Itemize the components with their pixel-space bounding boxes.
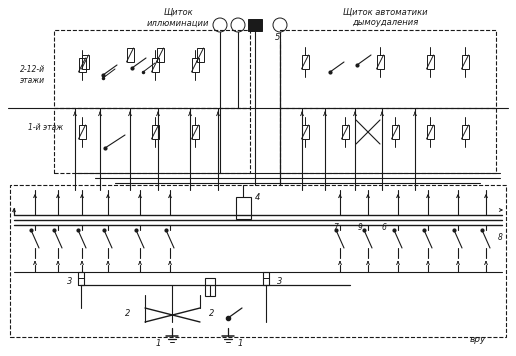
Bar: [342, 125, 348, 139]
Text: 7: 7: [333, 224, 338, 232]
Bar: [78, 58, 86, 72]
Bar: [280, 30, 496, 108]
Bar: [427, 125, 433, 139]
Bar: [78, 278, 84, 285]
Text: Щиток
иллюминации: Щиток иллюминации: [147, 8, 209, 27]
Bar: [427, 55, 433, 69]
Bar: [126, 48, 134, 62]
Bar: [205, 278, 215, 296]
Bar: [78, 272, 84, 285]
Bar: [280, 108, 496, 173]
Text: 2-12-й
этажи: 2-12-й этажи: [21, 65, 45, 85]
Circle shape: [231, 18, 245, 32]
Bar: [152, 58, 158, 72]
Bar: [191, 125, 199, 139]
Text: 9: 9: [358, 224, 362, 232]
Text: вру: вру: [470, 335, 486, 345]
Bar: [156, 48, 164, 62]
Circle shape: [213, 18, 227, 32]
Text: 1: 1: [155, 339, 160, 347]
Bar: [236, 197, 251, 219]
Bar: [152, 125, 158, 139]
Text: Щиток автоматики
дымоудаления: Щиток автоматики дымоудаления: [343, 8, 427, 27]
Bar: [78, 125, 86, 139]
Bar: [10, 185, 506, 337]
Bar: [191, 58, 199, 72]
Text: 3: 3: [67, 277, 73, 287]
Text: 4: 4: [255, 193, 261, 201]
Bar: [461, 55, 469, 69]
Text: 6: 6: [381, 224, 386, 232]
Text: 5: 5: [275, 33, 280, 42]
Bar: [54, 30, 250, 108]
Text: 3: 3: [277, 277, 283, 287]
Text: 2: 2: [209, 309, 215, 319]
Bar: [248, 19, 262, 31]
Text: 1-й этаж: 1-й этаж: [28, 122, 63, 131]
Bar: [82, 55, 89, 69]
Circle shape: [273, 18, 287, 32]
Text: 2: 2: [125, 309, 131, 319]
Text: 8: 8: [497, 232, 503, 241]
Text: 1: 1: [237, 339, 243, 347]
Bar: [263, 278, 269, 285]
Bar: [461, 125, 469, 139]
Bar: [197, 48, 203, 62]
Bar: [301, 55, 309, 69]
Bar: [377, 55, 383, 69]
Bar: [263, 272, 269, 285]
Bar: [301, 125, 309, 139]
Bar: [54, 108, 250, 173]
Bar: [392, 125, 398, 139]
